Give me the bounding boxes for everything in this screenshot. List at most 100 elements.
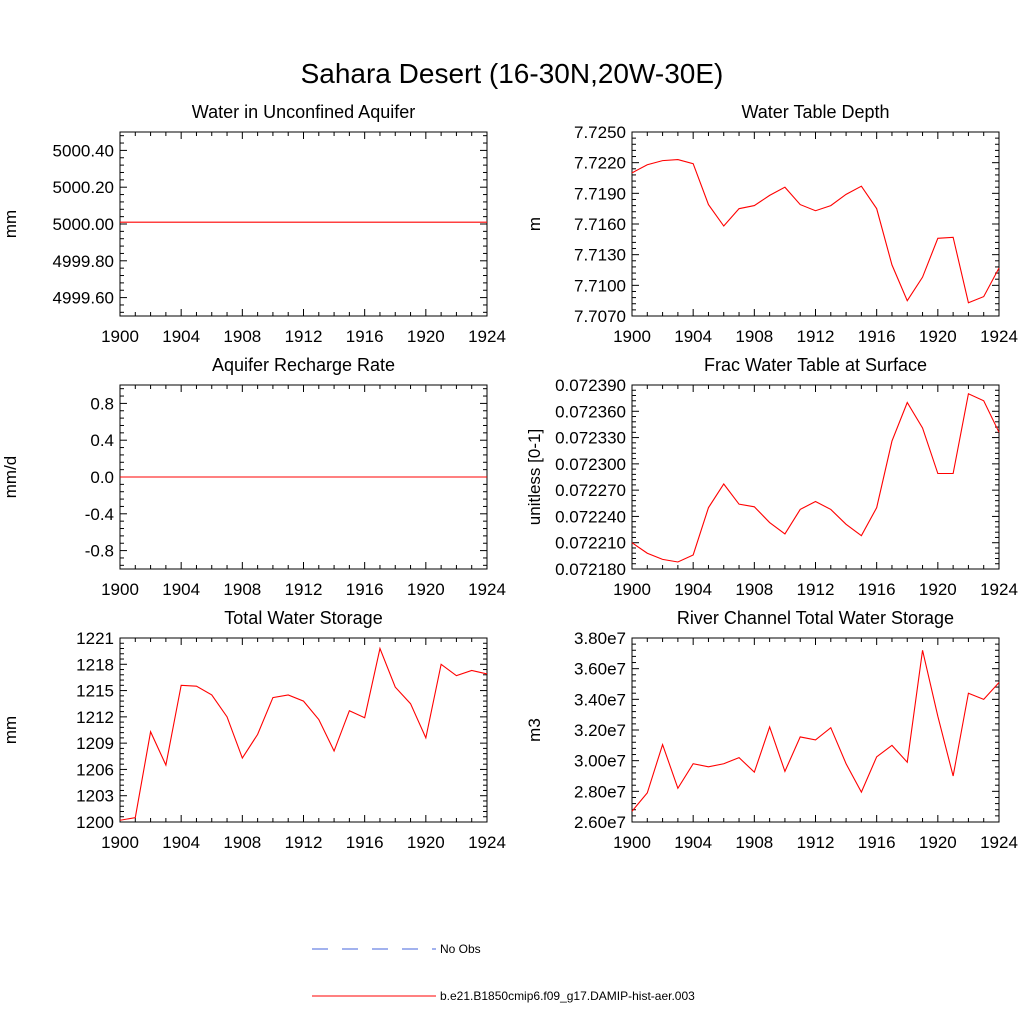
y-tick-label: 7.7100: [574, 276, 626, 295]
x-tick-label: 1912: [285, 327, 323, 346]
x-tick-label: 1900: [613, 833, 651, 852]
y-tick-label: 1200: [76, 813, 114, 832]
y-tick-label: 3.80e7: [574, 629, 626, 648]
x-tick-label: 1920: [407, 327, 445, 346]
y-tick-label: 1203: [76, 787, 114, 806]
x-tick-label: 1912: [797, 327, 835, 346]
x-tick-label: 1924: [980, 327, 1018, 346]
plot-frame: [119, 131, 488, 317]
y-tick-label: 1221: [76, 629, 114, 648]
x-tick-label: 1900: [101, 327, 139, 346]
x-tick-label: 1920: [407, 833, 445, 852]
panel-6: 1900 1904 1908 1912 1916 1920 1924 2.60e7 2.80e7…: [525, 608, 1018, 852]
y-tick-label: 0.0: [90, 468, 114, 487]
y-tick-label: 3.20e7: [574, 721, 626, 740]
figure-title: Sahara Desert (16-30N,20W-30E): [301, 58, 724, 89]
y-axis-label: mm: [1, 210, 20, 238]
x-tick-label: 1920: [919, 327, 957, 346]
panels: 1900 1904 1908 1912 1916 1920 1924 4999.60 4999.…: [1, 102, 1018, 852]
x-tick-label: 1908: [223, 833, 261, 852]
y-tick-label: 0.072210: [555, 534, 626, 553]
x-tick-label: 1920: [919, 580, 957, 599]
panel-5: 1900 1904 1908 1912 1916 1920 1924 1200 1203 1206…: [1, 608, 506, 852]
y-tick-label: 0.8: [90, 394, 114, 413]
plot-frame: [631, 637, 1000, 823]
panel-title: River Channel Total Water Storage: [677, 608, 954, 628]
x-tick-label: 1912: [797, 580, 835, 599]
y-tick-label: 0.072390: [555, 376, 626, 395]
y-tick-label: 1215: [76, 682, 114, 701]
x-tick-label: 1908: [735, 833, 773, 852]
x-tick-label: 1908: [735, 327, 773, 346]
y-tick-label: 4999.60: [53, 289, 114, 308]
x-tick-label: 1924: [468, 833, 506, 852]
x-tick-label: 1904: [162, 833, 200, 852]
y-tick-label: 3.60e7: [574, 660, 626, 679]
plot-frame: [119, 637, 488, 823]
y-tick-label: 7.7250: [574, 123, 626, 142]
x-tick-label: 1916: [346, 580, 384, 599]
x-tick-label: 1912: [285, 833, 323, 852]
y-axis-label: mm/d: [1, 456, 20, 499]
x-tick-label: 1924: [980, 580, 1018, 599]
y-tick-label: 4999.80: [53, 252, 114, 271]
y-tick-label: 7.7190: [574, 184, 626, 203]
y-tick-label: 0.072360: [555, 402, 626, 421]
x-tick-label: 1908: [223, 580, 261, 599]
series-line: [119, 646, 488, 821]
series-line: [631, 650, 1000, 812]
y-tick-label: 7.7070: [574, 307, 626, 326]
x-tick-label: 1904: [674, 833, 712, 852]
plot-frame: [631, 384, 1000, 570]
x-tick-label: 1916: [346, 327, 384, 346]
x-tick-label: 1912: [285, 580, 323, 599]
y-tick-label: 1206: [76, 760, 114, 779]
y-tick-label: 0.072180: [555, 560, 626, 579]
x-tick-label: 1900: [613, 327, 651, 346]
x-tick-label: 1904: [162, 327, 200, 346]
y-tick-label: -0.8: [85, 542, 114, 561]
x-tick-label: 1920: [919, 833, 957, 852]
y-tick-label: 5000.20: [53, 178, 114, 197]
x-tick-label: 1904: [162, 580, 200, 599]
legend-label-no-obs: No Obs: [440, 942, 481, 956]
y-tick-label: 1218: [76, 655, 114, 674]
y-tick-label: 2.60e7: [574, 813, 626, 832]
y-tick-label: 7.7220: [574, 154, 626, 173]
x-tick-label: 1916: [858, 833, 896, 852]
x-tick-label: 1916: [346, 833, 384, 852]
x-tick-label: 1916: [858, 327, 896, 346]
x-tick-label: 1908: [223, 327, 261, 346]
y-tick-label: 1212: [76, 708, 114, 727]
x-tick-label: 1900: [101, 580, 139, 599]
legend: No Obs b.e21.B1850cmip6.f09_g17.DAMIP-hi…: [312, 942, 695, 1003]
y-tick-label: 0.072300: [555, 455, 626, 474]
y-tick-label: 5000.40: [53, 141, 114, 160]
x-tick-label: 1908: [735, 580, 773, 599]
y-axis-label: unitless [0-1]: [525, 429, 544, 525]
x-tick-label: 1900: [613, 580, 651, 599]
y-tick-label: 7.7160: [574, 215, 626, 234]
plot-frame: [631, 131, 1000, 317]
x-tick-label: 1904: [674, 327, 712, 346]
y-tick-label: 1209: [76, 734, 114, 753]
panel-1: 1900 1904 1908 1912 1916 1920 1924 4999.60 4999.…: [1, 102, 506, 346]
x-tick-label: 1900: [101, 833, 139, 852]
panel-title: Water in Unconfined Aquifer: [192, 102, 415, 122]
y-axis-label: m: [525, 217, 544, 231]
y-tick-label: 5000.00: [53, 215, 114, 234]
y-axis-label: m3: [525, 718, 544, 742]
x-tick-label: 1916: [858, 580, 896, 599]
panel-3: 1900 1904 1908 1912 1916 1920 1924 -0.8 -0.4 0.0 0…: [1, 355, 506, 599]
panel-title: Water Table Depth: [741, 102, 889, 122]
series-line: [631, 159, 1000, 304]
y-tick-label: 0.072330: [555, 429, 626, 448]
panel-title: Aquifer Recharge Rate: [212, 355, 395, 375]
panel-4: 1900 1904 1908 1912 1916 1920 1924 0.072180 0.07…: [525, 355, 1018, 599]
panel-title: Frac Water Table at Surface: [704, 355, 927, 375]
panel-title: Total Water Storage: [224, 608, 382, 628]
panel-2: 1900 1904 1908 1912 1916 1920 1924 7.7070 7.7100…: [525, 102, 1018, 346]
x-tick-label: 1904: [674, 580, 712, 599]
y-tick-label: 0.072240: [555, 507, 626, 526]
